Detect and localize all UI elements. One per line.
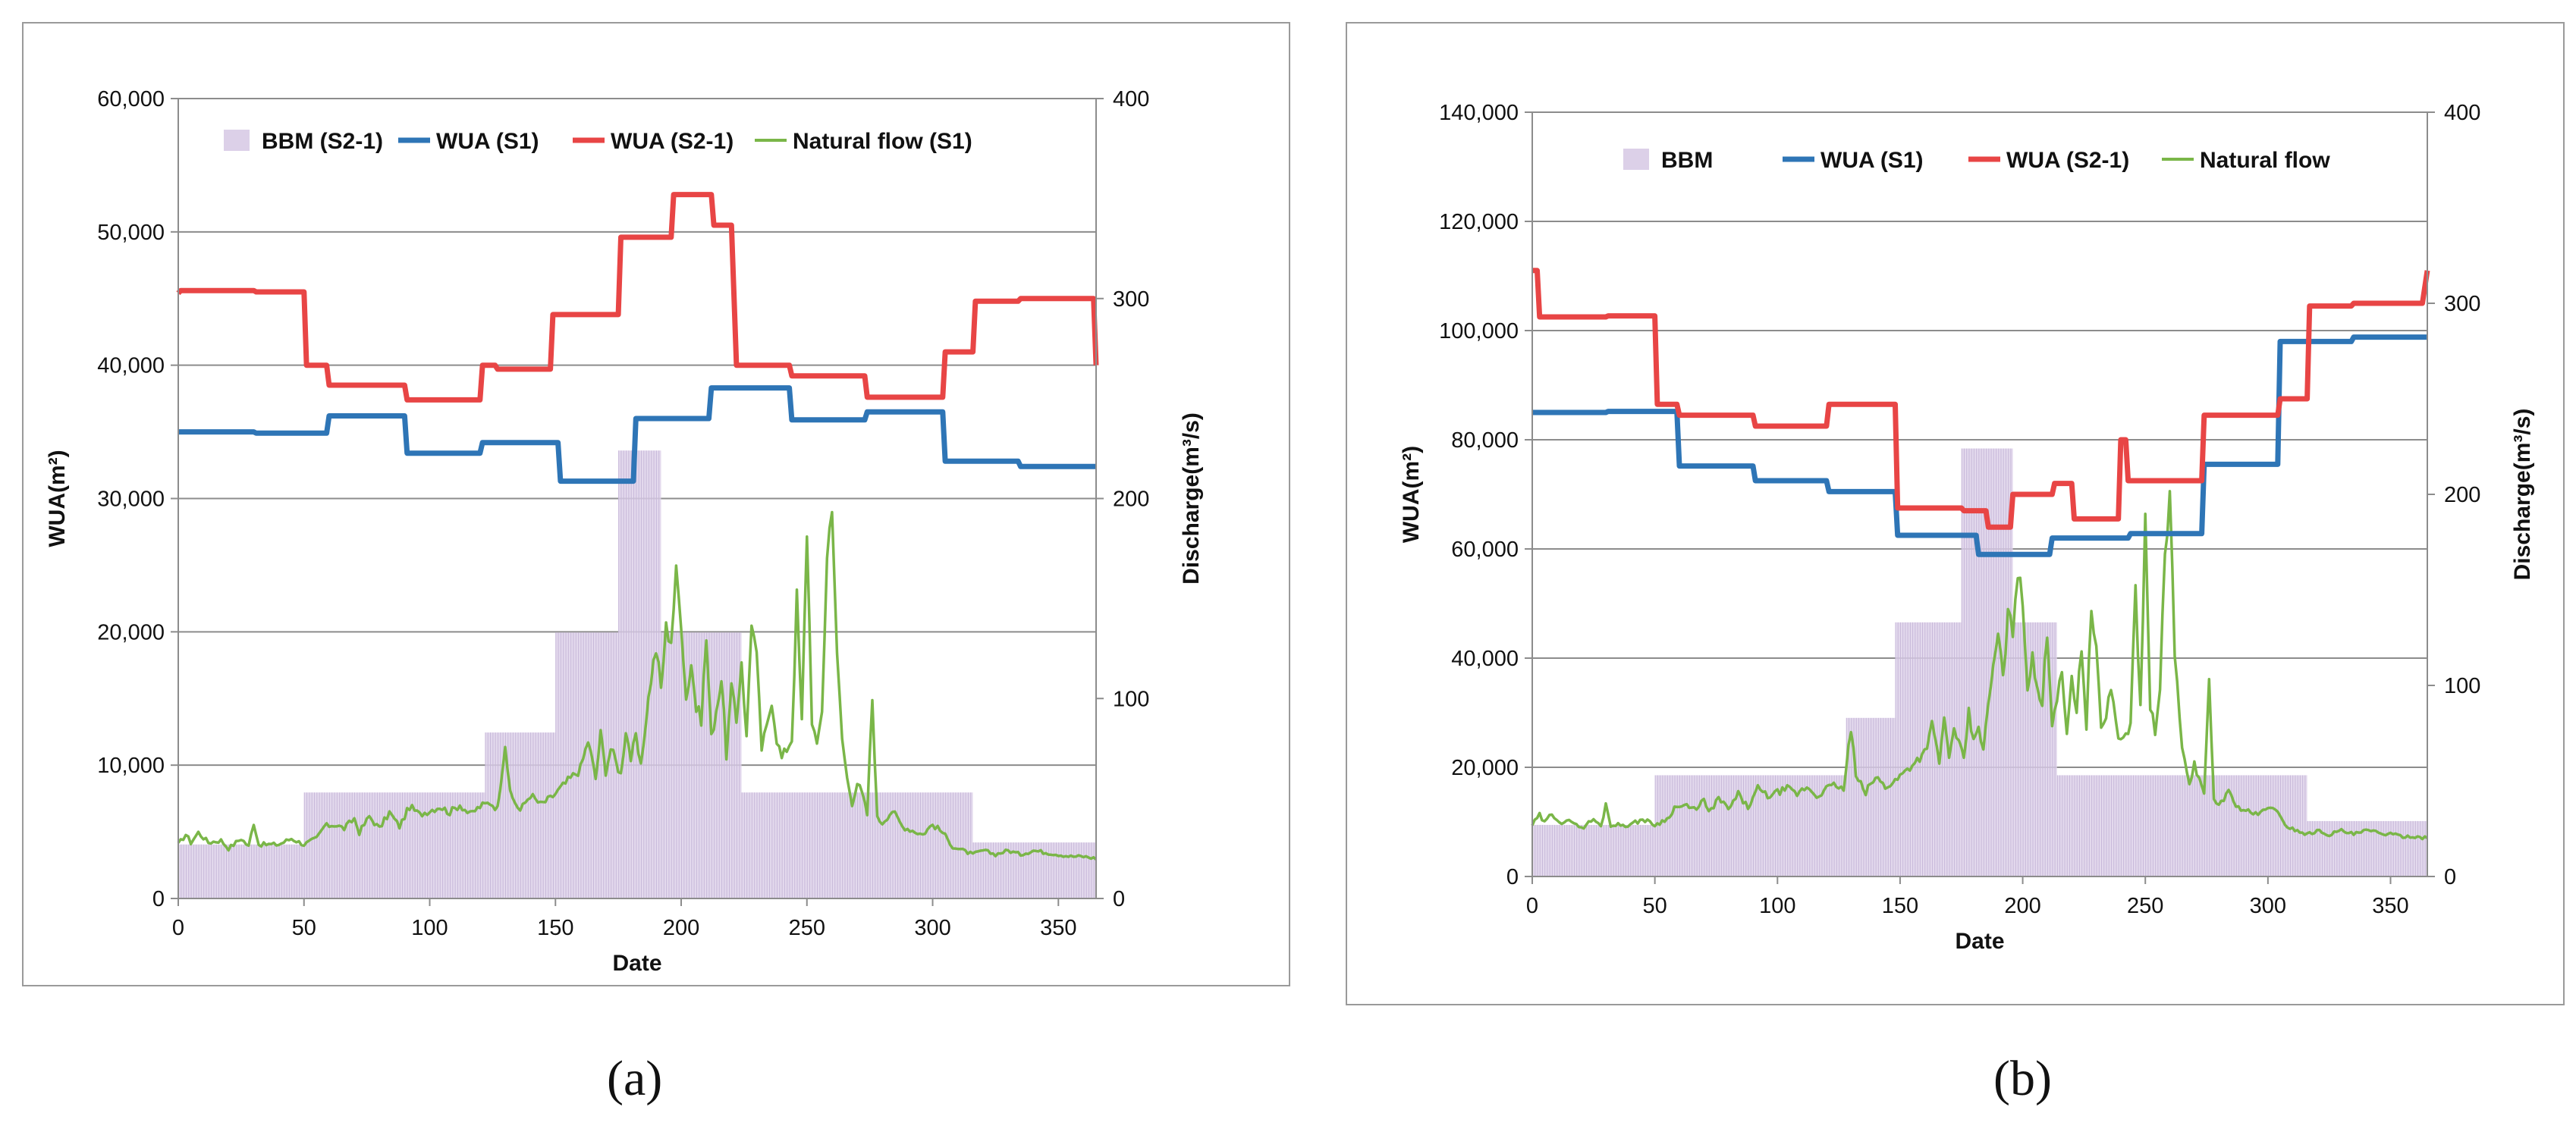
chart-a-series-wua-s2-1 [176, 192, 1099, 403]
chart-b-legend-label: WUA (S1) [1820, 148, 1924, 173]
chart-b-y-tick-label: 40,000 [1451, 647, 1519, 671]
chart-a-y-tick-label: 0 [152, 887, 165, 911]
chart-a-x-tick-label: 200 [663, 916, 699, 940]
chart-b-y-tick-label: 140,000 [1439, 101, 1519, 125]
chart-a-y2-tick-label: 400 [1113, 87, 1149, 111]
chart-b-bbm-bar [1532, 824, 1655, 876]
chart-b-x-tick-label: 150 [1882, 894, 1918, 918]
chart-b-y2-tick-label: 200 [2444, 483, 2480, 507]
chart-a-y-tick-label: 20,000 [97, 620, 165, 644]
chart-b-legend-label: Natural flow [2200, 148, 2330, 173]
chart-b-legend-swatch-bbm [1623, 149, 1649, 170]
chart-a-y2-tick-label: 0 [1113, 887, 1125, 911]
chart-a-y-tick-label: 50,000 [97, 221, 165, 245]
chart-b-y2-tick-label: 0 [2444, 865, 2456, 889]
chart-b-series-natural-flow [1531, 490, 2429, 841]
chart-b-y-tick-label: 60,000 [1451, 538, 1519, 562]
panel-label-a: (a) [607, 1051, 663, 1106]
chart-a-xlabel: Date [612, 951, 661, 976]
chart-b-y2label: Discharge(m³/s) [2510, 409, 2535, 581]
chart-b-y-tick-label: 100,000 [1439, 319, 1519, 343]
chart-b-series-wua-s1 [1532, 334, 2427, 557]
chart-a-series-natural-flow [177, 510, 1098, 861]
chart-a-y2-tick-label: 300 [1113, 287, 1149, 312]
chart-b-y-tick-label: 80,000 [1451, 428, 1519, 453]
chart-a-y2label: Discharge(m³/s) [1179, 412, 1204, 585]
chart-a-bbm-bar [741, 792, 795, 898]
chart-b-y2-tick-label: 300 [2444, 292, 2480, 316]
chart-a-x-tick-label: 250 [789, 916, 825, 940]
chart-a-legend-swatch-bbm [224, 130, 250, 151]
chart-a-legend-label: WUA (S2-1) [611, 129, 734, 154]
chart-a-y2-tick-label: 100 [1113, 687, 1149, 711]
chart-b-series-wua-s2-1 [1532, 268, 2430, 530]
chart-a-y-tick-label: 30,000 [97, 488, 165, 512]
chart-b-x-tick-label: 300 [2250, 894, 2286, 918]
chart-b-bbm-bar [2056, 775, 2134, 876]
chart-b-y2-tick-label: 100 [2444, 674, 2480, 698]
chart-b-y2-tick-label: 400 [2444, 101, 2480, 125]
chart-a-ylabel: WUA(m²) [45, 450, 70, 547]
chart-b-xlabel: Date [1955, 929, 2004, 954]
chart-a-bbm-bar [618, 450, 661, 898]
chart-a-x-tick-label: 150 [537, 916, 573, 940]
chart-a-x-tick-label: 350 [1040, 916, 1076, 940]
chart-b-x-tick-label: 100 [1759, 894, 1795, 918]
chart-a-y2-tick-label: 200 [1113, 488, 1149, 512]
chart-b-y-tick-label: 20,000 [1451, 756, 1519, 780]
chart-b-x-tick-label: 350 [2372, 894, 2408, 918]
chart-b-legend-label: BBM [1661, 148, 1713, 173]
chart-b-bbm-bar [2133, 775, 2307, 876]
chart-a-x-tick-label: 0 [172, 916, 184, 940]
chart-a-legend-label: Natural flow (S1) [793, 129, 972, 154]
chart-b-y-tick-label: 120,000 [1439, 210, 1519, 234]
chart-a-x-tick-label: 300 [914, 916, 950, 940]
chart-a-y-tick-label: 60,000 [97, 87, 165, 111]
chart-b-x-tick-label: 50 [1643, 894, 1667, 918]
chart-b-x-tick-label: 250 [2127, 894, 2163, 918]
chart-b-x-tick-label: 0 [1526, 894, 1538, 918]
chart-a-y-tick-label: 40,000 [97, 354, 165, 378]
chart-b-ylabel: WUA(m²) [1399, 446, 1424, 543]
panel-label-b: (b) [1993, 1051, 2052, 1106]
chart-a-x-tick-label: 100 [411, 916, 448, 940]
chart-a-x-tick-label: 50 [292, 916, 316, 940]
chart-a-y-tick-label: 10,000 [97, 754, 165, 778]
chart-a-legend-label: BBM (S2-1) [262, 129, 383, 154]
chart-a-bbm-bar [794, 792, 973, 898]
chart-a-series-wua-s1 [178, 385, 1096, 484]
chart-b-y-tick-label: 0 [1506, 865, 1519, 889]
chart-b-x-tick-label: 200 [2004, 894, 2040, 918]
chart-a-legend-label: WUA (S1) [436, 129, 539, 154]
chart-b-legend-label: WUA (S2-1) [2006, 148, 2129, 173]
chart-b-bbm-bar [1846, 717, 1896, 876]
